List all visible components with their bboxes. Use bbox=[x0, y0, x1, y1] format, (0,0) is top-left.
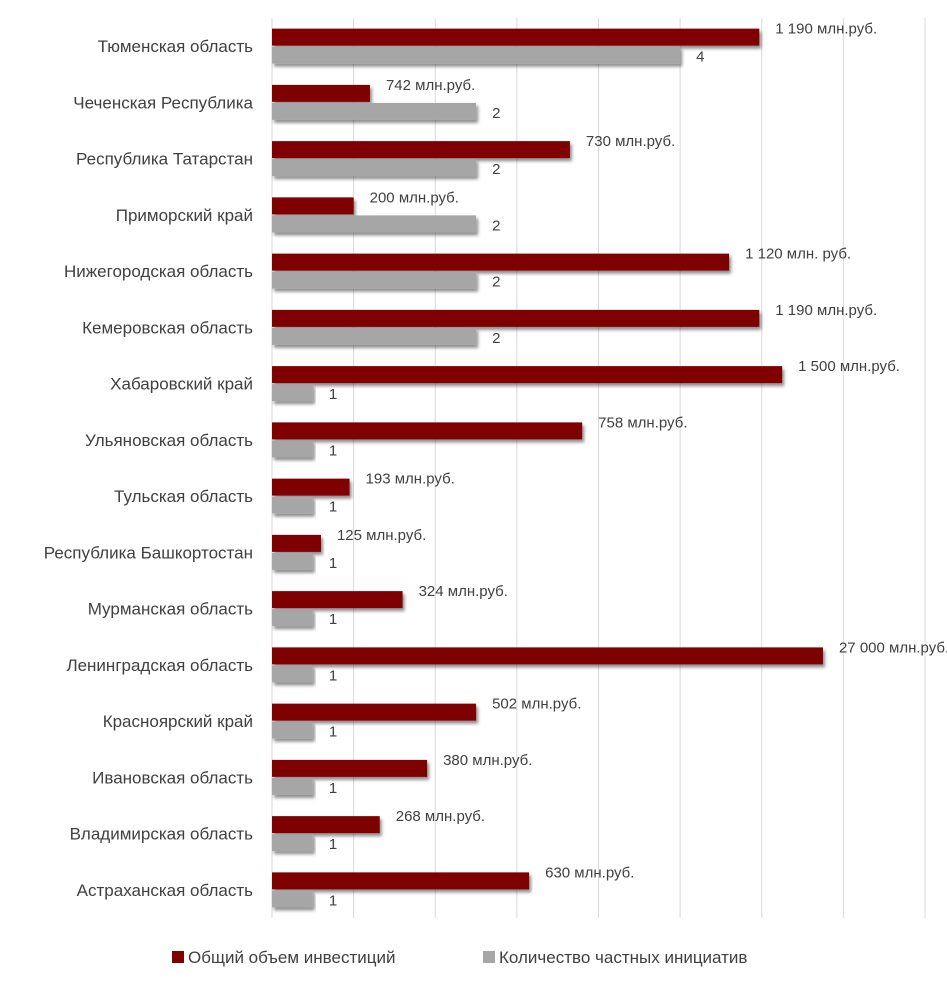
bar-investment bbox=[272, 253, 730, 271]
bar-investment bbox=[272, 816, 380, 834]
legend-label: Общий объем инвестиций bbox=[188, 948, 395, 967]
bar-investment bbox=[272, 759, 428, 777]
data-label-initiatives: 1 bbox=[329, 892, 337, 909]
bar-investment bbox=[272, 141, 570, 159]
bar-investment bbox=[272, 534, 321, 552]
bar-initiatives bbox=[272, 834, 313, 852]
data-label-investment: 268 млн.руб. bbox=[396, 808, 485, 825]
data-label-initiatives: 1 bbox=[329, 836, 337, 853]
data-label-initiatives: 2 bbox=[492, 217, 500, 234]
data-label-initiatives: 2 bbox=[492, 161, 500, 178]
bar-investment bbox=[272, 591, 403, 609]
data-label-investment: 27 000 млн.руб. bbox=[839, 639, 947, 656]
data-labels: 1 190 млн.руб. 4 742 млн.руб. 2 730 млн.руб.… bbox=[329, 21, 947, 910]
data-label-initiatives: 1 bbox=[329, 667, 337, 684]
category-label: Ленинградская область bbox=[66, 656, 253, 675]
data-label-initiatives: 1 bbox=[329, 442, 337, 459]
bar-investment bbox=[272, 84, 370, 102]
data-label-investment: 380 млн.руб. bbox=[443, 752, 532, 769]
bar-initiatives bbox=[272, 384, 313, 402]
category-label: Чеченская Республика bbox=[73, 93, 253, 112]
data-label-investment: 1 500 млн.руб. bbox=[798, 358, 900, 375]
data-label-initiatives: 2 bbox=[492, 274, 500, 291]
data-label-investment: 730 млн.руб. bbox=[586, 133, 675, 150]
bar-initiatives bbox=[272, 440, 313, 458]
data-label-investment: 502 млн.руб. bbox=[492, 696, 581, 713]
category-label: Республика Татарстан bbox=[76, 150, 253, 169]
legend-item: Общий объем инвестиций bbox=[172, 948, 395, 967]
data-label-investment: 200 млн.руб. bbox=[370, 189, 459, 206]
data-label-initiatives: 2 bbox=[492, 330, 500, 347]
category-label: Тюменская область bbox=[98, 37, 254, 56]
bar-initiatives bbox=[272, 46, 681, 64]
data-label-investment: 324 млн.руб. bbox=[419, 583, 508, 600]
category-label: Ивановская область bbox=[92, 768, 253, 787]
bar-investment bbox=[272, 309, 760, 327]
bar-investment bbox=[272, 366, 783, 384]
bar-initiatives bbox=[272, 777, 313, 795]
data-label-investment: 125 млн.руб. bbox=[337, 527, 426, 544]
data-label-initiatives: 1 bbox=[329, 724, 337, 741]
category-label: Владимирская область bbox=[70, 825, 254, 844]
category-label: Нижегородская область bbox=[64, 262, 253, 281]
bars bbox=[272, 28, 823, 908]
bar-initiatives bbox=[272, 496, 313, 514]
legend-swatch bbox=[483, 951, 495, 963]
data-label-investment: 630 млн.руб. bbox=[545, 864, 634, 881]
category-label: Кемеровская область bbox=[82, 318, 253, 337]
data-label-initiatives: 1 bbox=[329, 386, 337, 403]
bar-investment bbox=[272, 422, 583, 440]
bar-investment bbox=[272, 703, 477, 721]
bar-initiatives bbox=[272, 215, 477, 233]
legend: Общий объем инвестиций Количество частных… bbox=[172, 948, 747, 967]
data-label-investment: 742 млн.руб. bbox=[386, 77, 475, 94]
data-label-initiatives: 1 bbox=[329, 499, 337, 516]
bar-initiatives bbox=[272, 159, 477, 177]
category-label: Приморский край bbox=[116, 206, 253, 225]
bar-initiatives bbox=[272, 327, 477, 345]
category-labels: Тюменская область Чеченская Республика Рес… bbox=[44, 37, 254, 900]
category-label: Хабаровский край bbox=[110, 375, 253, 394]
bar-investment bbox=[272, 478, 350, 496]
category-label: Республика Башкортостан bbox=[44, 543, 253, 562]
data-label-investment: 1 190 млн.руб. bbox=[775, 21, 877, 38]
data-label-investment: 758 млн.руб. bbox=[598, 414, 687, 431]
category-label: Красноярский край bbox=[103, 712, 253, 731]
bar-initiatives bbox=[272, 890, 313, 908]
category-label: Астраханская область bbox=[77, 881, 253, 900]
bar-initiatives bbox=[272, 721, 313, 739]
data-label-initiatives: 1 bbox=[329, 611, 337, 628]
category-label: Ульяновская область bbox=[85, 431, 253, 450]
data-label-initiatives: 1 bbox=[329, 555, 337, 572]
bar-investment bbox=[272, 28, 760, 46]
legend-swatch bbox=[172, 951, 184, 963]
legend-item: Количество частных инициатив bbox=[483, 948, 747, 967]
data-label-investment: 1 120 млн. руб. bbox=[745, 246, 851, 263]
bar-initiatives bbox=[272, 552, 313, 570]
bar-investment bbox=[272, 647, 823, 665]
data-label-initiatives: 2 bbox=[492, 105, 500, 122]
bar-initiatives bbox=[272, 665, 313, 683]
bar-investment bbox=[272, 872, 530, 890]
category-label: Тульская область bbox=[114, 487, 253, 506]
bar-initiatives bbox=[272, 271, 477, 289]
data-label-investment: 193 млн.руб. bbox=[366, 471, 455, 488]
bar-investment bbox=[272, 197, 354, 215]
data-label-investment: 1 190 млн.руб. bbox=[775, 302, 877, 319]
legend-label: Количество частных инициатив bbox=[499, 948, 747, 967]
bar-initiatives bbox=[272, 609, 313, 627]
data-label-initiatives: 4 bbox=[696, 49, 704, 66]
bar-initiatives bbox=[272, 102, 477, 120]
category-label: Мурманская область bbox=[88, 600, 253, 619]
data-label-initiatives: 1 bbox=[329, 780, 337, 797]
